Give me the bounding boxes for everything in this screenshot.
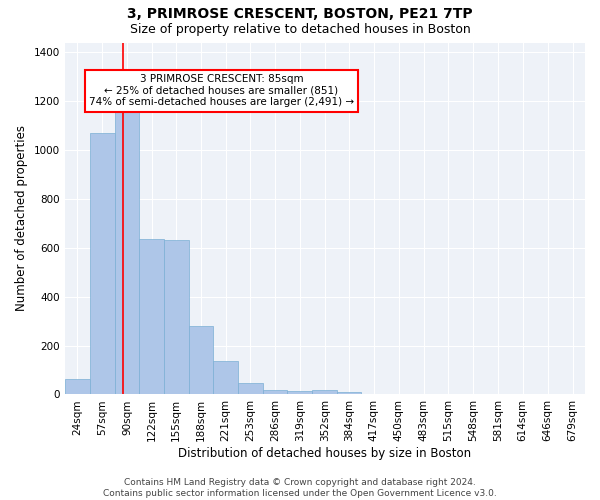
- Text: Size of property relative to detached houses in Boston: Size of property relative to detached ho…: [130, 22, 470, 36]
- Bar: [263, 390, 287, 394]
- Bar: [89, 133, 115, 394]
- Bar: [115, 111, 139, 395]
- Bar: [214, 362, 238, 394]
- Bar: [188, 326, 214, 394]
- Bar: [313, 390, 337, 394]
- Text: 3 PRIMROSE CRESCENT: 85sqm
← 25% of detached houses are smaller (851)
74% of sem: 3 PRIMROSE CRESCENT: 85sqm ← 25% of deta…: [89, 74, 354, 108]
- Text: 3, PRIMROSE CRESCENT, BOSTON, PE21 7TP: 3, PRIMROSE CRESCENT, BOSTON, PE21 7TP: [127, 8, 473, 22]
- Bar: [287, 391, 313, 394]
- Bar: [164, 240, 188, 394]
- Bar: [65, 378, 89, 394]
- X-axis label: Distribution of detached houses by size in Boston: Distribution of detached houses by size …: [178, 447, 472, 460]
- Bar: [337, 392, 361, 394]
- Y-axis label: Number of detached properties: Number of detached properties: [15, 126, 28, 312]
- Bar: [139, 240, 164, 394]
- Bar: [238, 384, 263, 394]
- Text: Contains HM Land Registry data © Crown copyright and database right 2024.
Contai: Contains HM Land Registry data © Crown c…: [103, 478, 497, 498]
